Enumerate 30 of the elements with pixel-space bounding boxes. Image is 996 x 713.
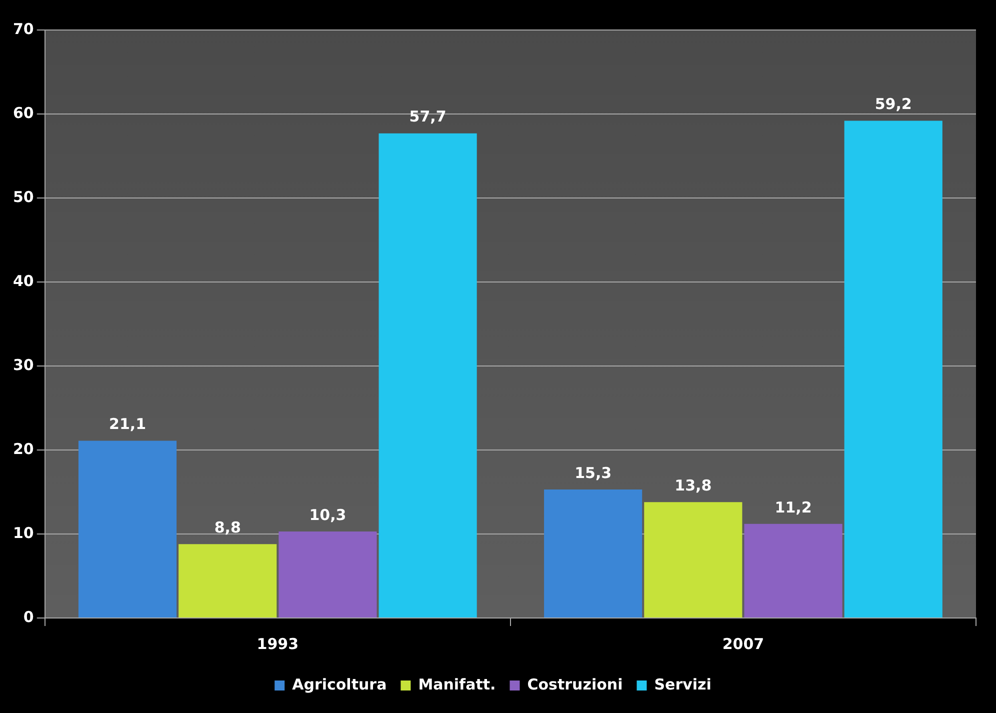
legend-label: Manifatt. [418, 675, 496, 694]
data-label: 8,8 [214, 518, 241, 536]
y-tick-label: 70 [13, 20, 34, 38]
y-tick-label: 0 [23, 608, 34, 626]
legend-label: Servizi [654, 675, 712, 694]
data-label: 21,1 [109, 415, 146, 434]
x-tick-label: 1993 [256, 634, 299, 653]
y-tick-label: 30 [13, 356, 34, 374]
bar [378, 133, 477, 618]
bar [644, 502, 742, 618]
bar [178, 544, 277, 618]
y-tick-label: 60 [13, 104, 34, 122]
bar [544, 489, 642, 618]
legend-label: Costruzioni [527, 675, 623, 694]
bar [278, 531, 377, 618]
data-label: 13,8 [674, 476, 712, 494]
data-label: 10,3 [309, 506, 346, 524]
bar [78, 440, 177, 618]
data-label: 15,3 [574, 464, 612, 482]
y-tick-label: 40 [13, 272, 34, 290]
bar [844, 120, 942, 618]
legend-label: Agricoltura [292, 675, 387, 694]
bar [744, 524, 842, 618]
x-tick-label: 2007 [722, 634, 764, 653]
data-label: 57,7 [409, 108, 446, 126]
data-label: 11,2 [774, 498, 812, 516]
y-tick-label: 50 [13, 188, 34, 206]
y-tick-label: 10 [13, 524, 34, 542]
y-tick-label: 20 [13, 440, 34, 458]
data-label: 59,2 [874, 95, 912, 114]
